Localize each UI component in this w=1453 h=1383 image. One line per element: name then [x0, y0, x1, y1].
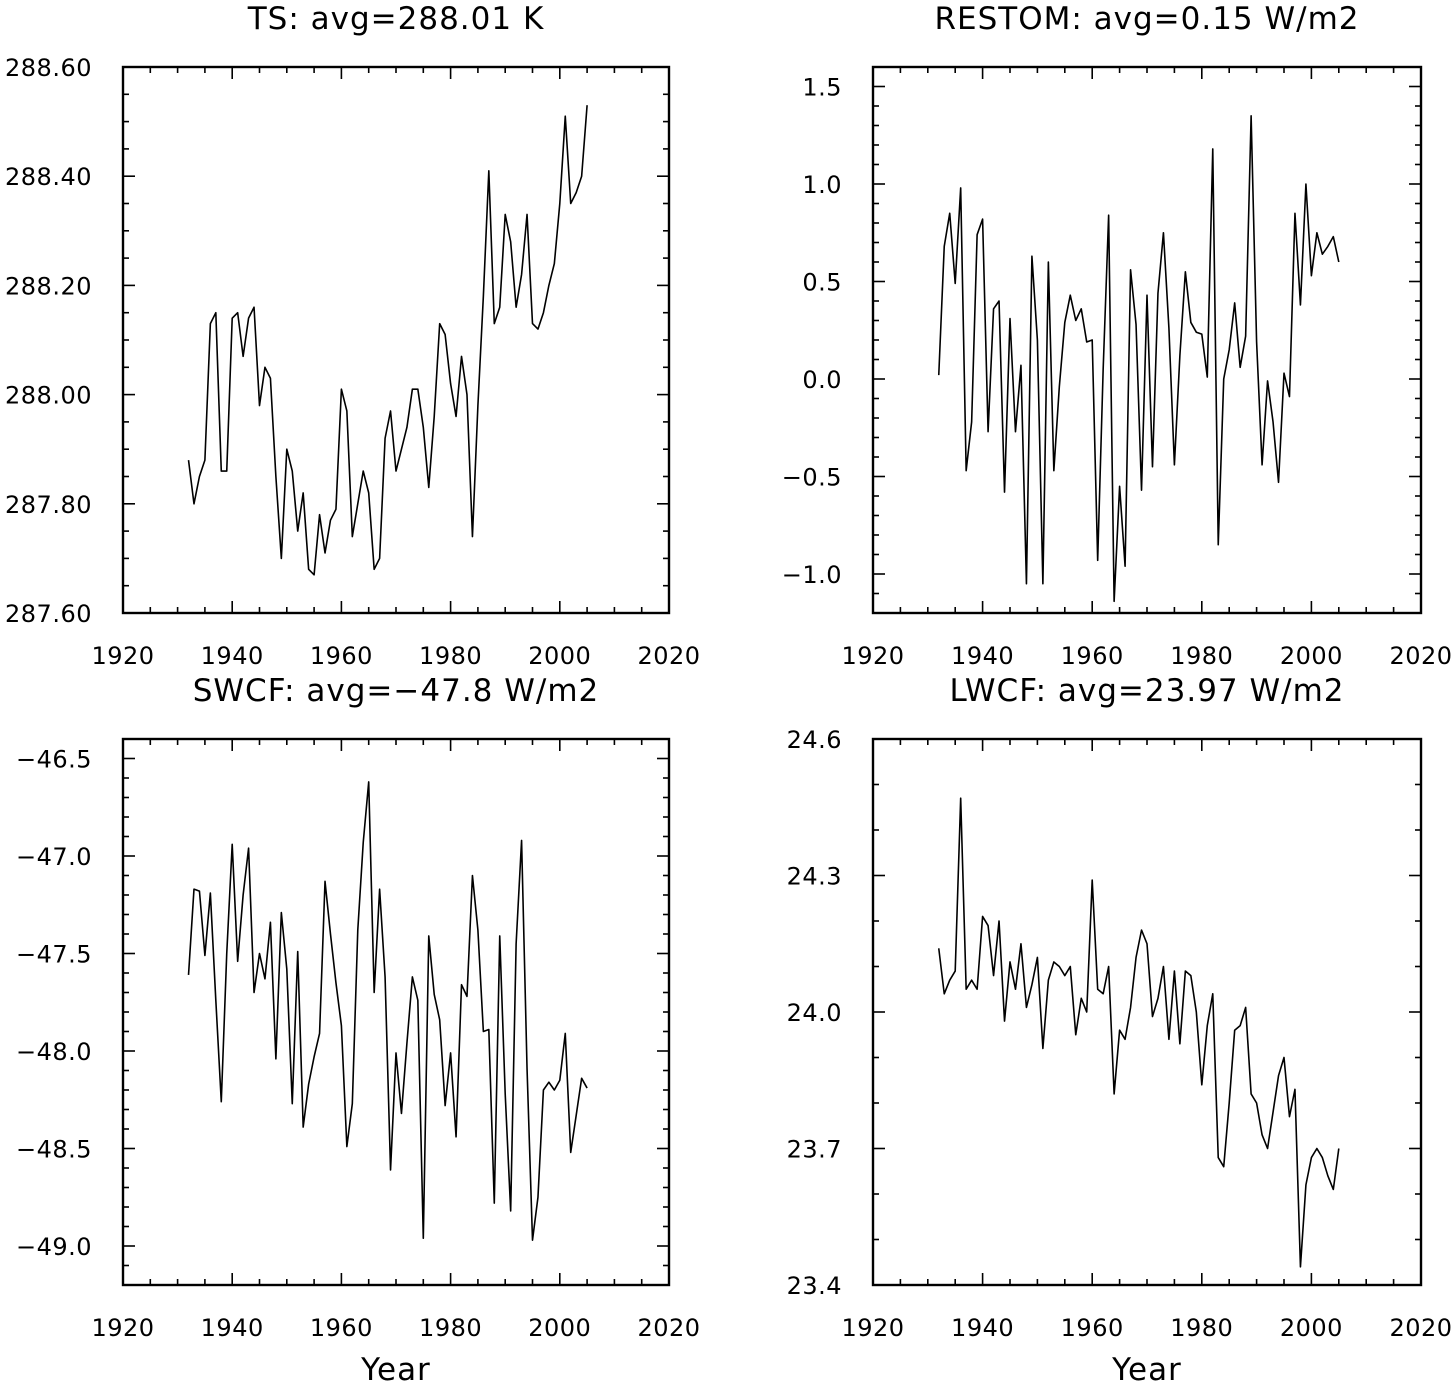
ts-y-tick-label: 287.80	[5, 491, 92, 519]
ts-x-tick-label: 1960	[310, 642, 373, 670]
restom-x-tick-label: 1980	[1170, 642, 1233, 670]
swcf-x-tick-label: 2000	[528, 1314, 591, 1342]
lwcf-x-axis-label: Year	[1111, 1352, 1182, 1383]
lwcf-y-tick-label: 23.7	[787, 1136, 842, 1164]
restom-x-tick-label: 1960	[1061, 642, 1124, 670]
restom-x-tick-label: 1940	[951, 642, 1014, 670]
restom-y-tick-label: 1.5	[802, 74, 842, 102]
lwcf-x-tick-label: 1920	[841, 1314, 904, 1342]
restom-y-tick-label: 0.0	[802, 366, 842, 394]
swcf-y-tick-label: −46.5	[16, 746, 92, 774]
swcf-x-axis-label: Year	[360, 1352, 431, 1383]
lwcf-plot-frame	[871, 737, 1423, 1287]
swcf-x-tick-label: 1940	[201, 1314, 264, 1342]
swcf-x-tick-label: 1920	[91, 1314, 154, 1342]
ts-x-tick-label: 1980	[419, 642, 482, 670]
ts-x-tick-label: 1920	[91, 642, 154, 670]
ts-x-tick-label: 1940	[201, 642, 264, 670]
lwcf-panel: LWCF: avg=23.97 W/m2 1920 1940 1960 1980 2000…	[787, 673, 1452, 1383]
lwcf-y-tick-label: 24.3	[787, 863, 842, 891]
ts-y-tick-label: 288.40	[5, 163, 92, 191]
swcf-y-tick-label: −47.5	[16, 941, 92, 969]
restom-y-tick-label: 0.5	[802, 269, 842, 297]
restom-y-tick-label: −1.0	[782, 561, 842, 589]
lwcf-y-tick-label: 23.4	[787, 1272, 842, 1300]
restom-plot-frame	[871, 65, 1423, 615]
lwcf-y-tick-label: 24.0	[787, 999, 842, 1027]
swcf-y-tick-label: −49.0	[16, 1233, 92, 1261]
swcf-plot-frame	[121, 737, 671, 1287]
ts-y-tick-label: 287.60	[5, 600, 92, 628]
lwcf-series-line	[937, 797, 1340, 1268]
ts-panel: TS: avg=288.01 K 1920 1940 1960 1980 2000 2020…	[5, 1, 700, 670]
restom-panel: RESTOM: avg=0.15 W/m2 1920 1940 1960 1980 200…	[782, 1, 1452, 670]
restom-y-tick-label: 1.0	[802, 171, 842, 199]
lwcf-chart-title: LWCF: avg=23.97 W/m2	[949, 673, 1344, 709]
swcf-series-line	[187, 781, 588, 1241]
swcf-y-tick-label: −48.0	[16, 1038, 92, 1066]
ts-chart-title: TS: avg=288.01 K	[247, 1, 545, 37]
lwcf-x-tick-label: 1940	[951, 1314, 1014, 1342]
ts-x-tick-label: 2000	[528, 642, 591, 670]
ts-y-tick-label: 288.20	[5, 272, 92, 300]
lwcf-x-tick-label: 1960	[1061, 1314, 1124, 1342]
lwcf-y-tick-label: 24.6	[787, 726, 842, 754]
swcf-x-tick-label: 1960	[310, 1314, 373, 1342]
lwcf-x-tick-label: 1980	[1170, 1314, 1233, 1342]
lwcf-x-tick-label: 2000	[1280, 1314, 1343, 1342]
swcf-x-tick-label: 2020	[637, 1314, 700, 1342]
ts-y-tick-label: 288.00	[5, 382, 92, 410]
swcf-panel: SWCF: avg=−47.8 W/m2 1920 1940 1960 1980 2000…	[16, 673, 700, 1383]
ts-y-tick-label: 288.60	[5, 54, 92, 82]
ts-x-tick-label: 2020	[637, 642, 700, 670]
swcf-y-tick-label: −47.0	[16, 843, 92, 871]
restom-x-tick-label: 2020	[1389, 642, 1452, 670]
ts-series-line	[187, 105, 588, 576]
restom-chart-title: RESTOM: avg=0.15 W/m2	[934, 1, 1359, 37]
swcf-y-tick-label: −48.5	[16, 1136, 92, 1164]
restom-x-tick-label: 2000	[1280, 642, 1343, 670]
lwcf-x-tick-label: 2020	[1389, 1314, 1452, 1342]
ts-plot-frame	[121, 65, 671, 615]
swcf-x-tick-label: 1980	[419, 1314, 482, 1342]
restom-series-line	[937, 114, 1340, 603]
restom-y-tick-label: −0.5	[782, 464, 842, 492]
restom-x-tick-label: 1920	[841, 642, 904, 670]
swcf-chart-title: SWCF: avg=−47.8 W/m2	[193, 673, 600, 709]
